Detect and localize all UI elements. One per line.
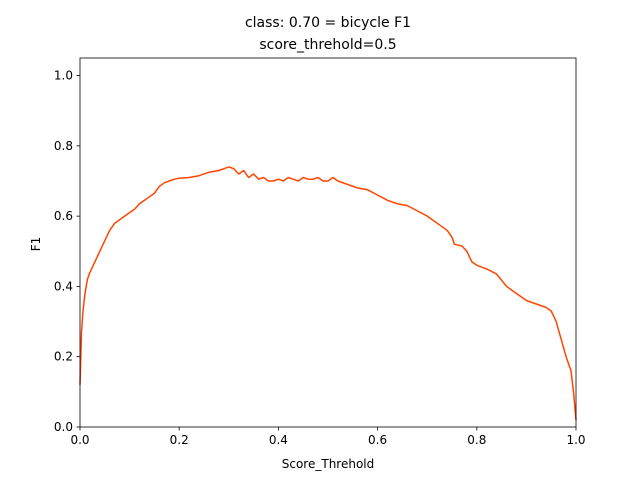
y-tick-label-0: 0.0	[54, 420, 73, 434]
y-tick-label-1: 0.2	[54, 350, 73, 364]
x-tick-label-4: 0.8	[467, 433, 486, 447]
chart-subtitle: score_threhold=0.5	[259, 37, 396, 53]
y-axis-label: F1	[29, 237, 43, 252]
x-tick-label-5: 1.0	[566, 433, 585, 447]
y-tick-label-2: 0.4	[54, 279, 73, 293]
x-tick-label-3: 0.6	[368, 433, 387, 447]
y-tick-label-5: 1.0	[54, 69, 73, 83]
y-tick-label-4: 0.8	[54, 139, 73, 153]
x-axis-label: Score_Threhold	[282, 457, 375, 471]
x-tick-label-1: 0.2	[170, 433, 189, 447]
y-tick-label-3: 0.6	[54, 209, 73, 223]
x-tick-label-2: 0.4	[269, 433, 288, 447]
axes-frame	[79, 57, 577, 428]
chart-title: class: 0.70 = bicycle F1	[245, 15, 411, 31]
plot-area: 0.0 0.2 0.4 0.6 0.8 1.0 0.0 0.2 0.4 0.6 0.8 1.0	[54, 57, 586, 447]
series-line-0	[79, 166, 577, 421]
x-tick-label-0: 0.0	[70, 433, 89, 447]
